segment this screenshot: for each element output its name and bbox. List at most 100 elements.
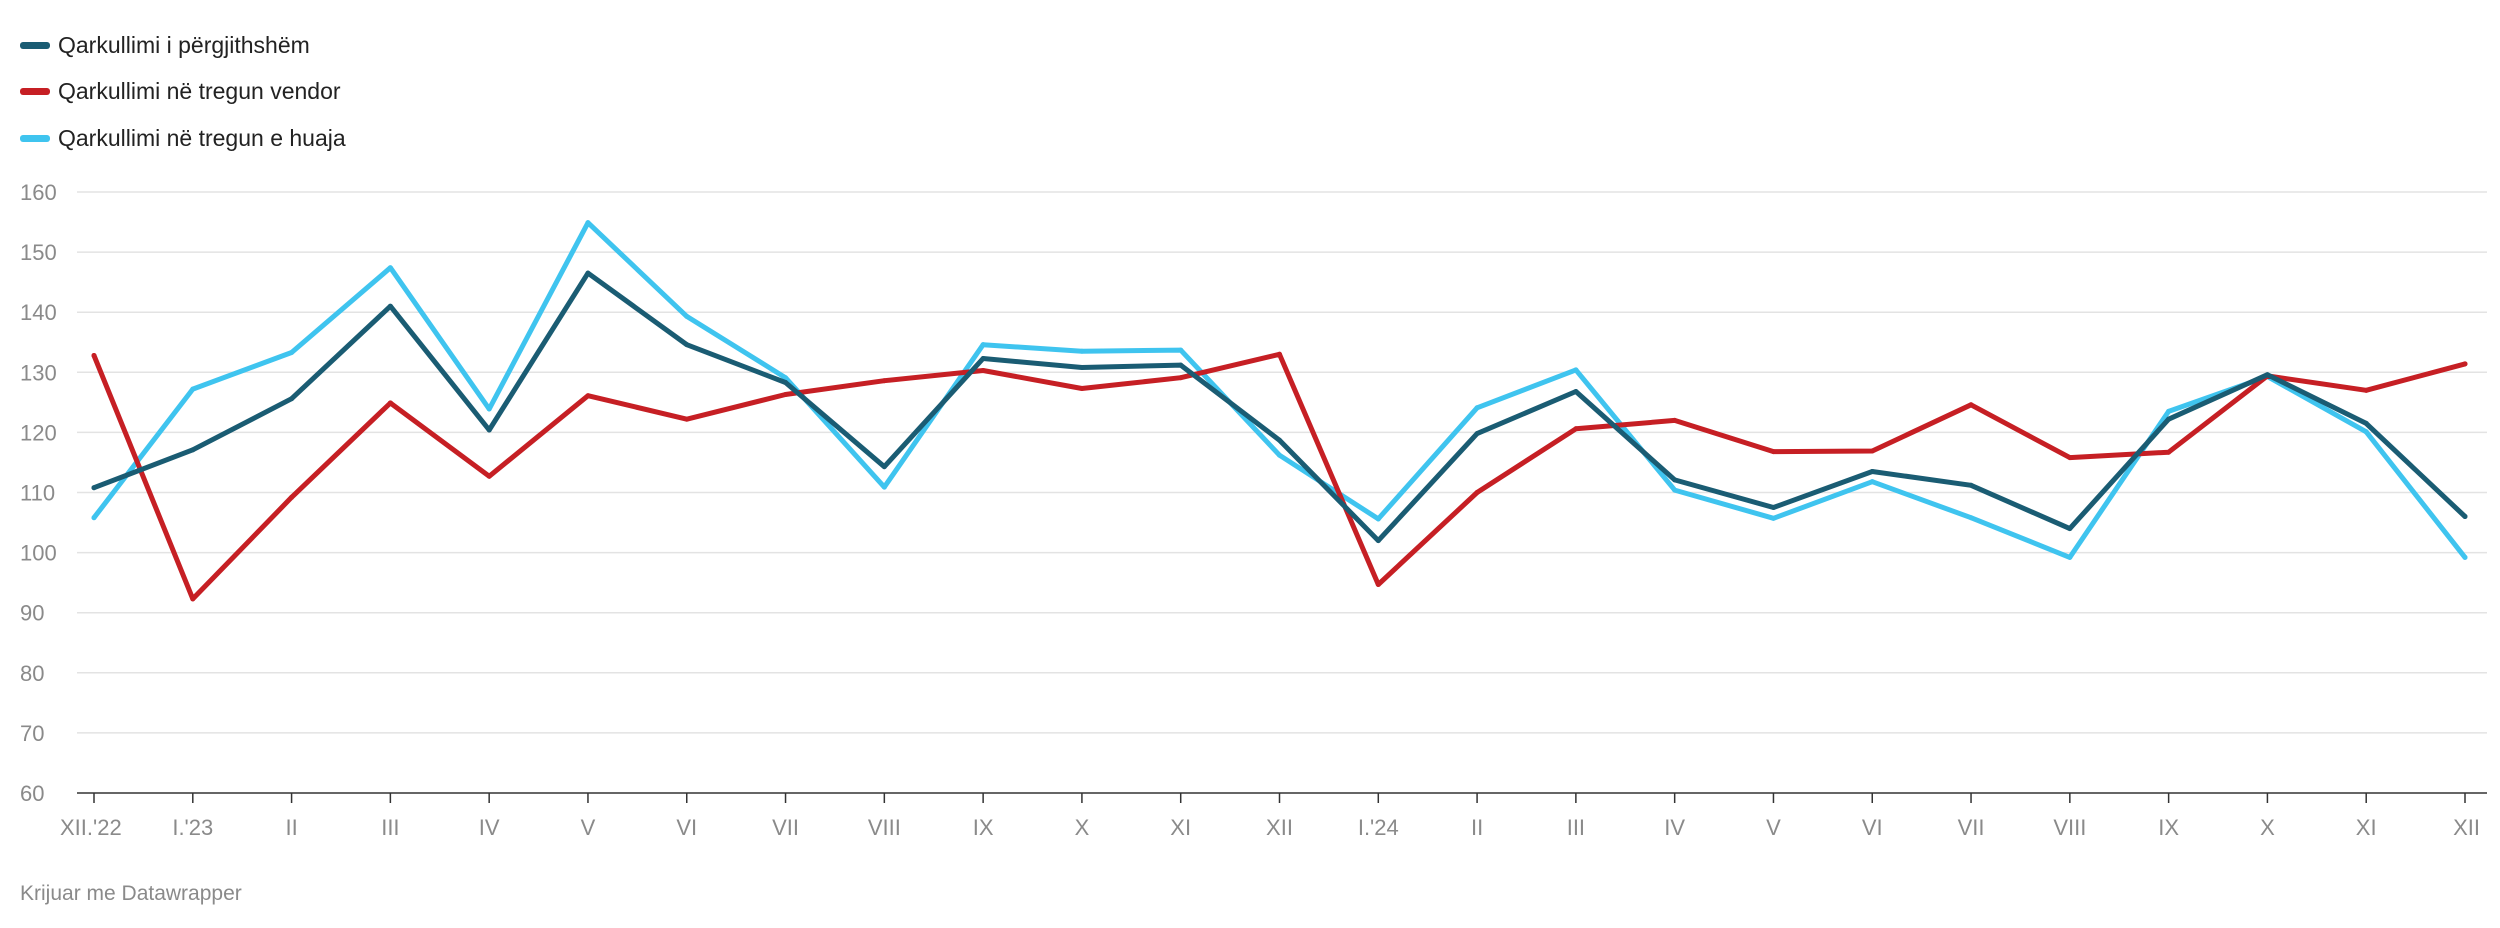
data-point xyxy=(1277,351,1282,357)
x-tick-label: VIII xyxy=(868,815,901,840)
legend-label-foreign: Qarkullimi në tregun e huaja xyxy=(58,124,346,151)
x-tick-label: III xyxy=(381,815,399,840)
data-point xyxy=(289,396,295,402)
data-point xyxy=(2067,455,2073,461)
data-point xyxy=(1869,448,1875,454)
data-point xyxy=(1277,452,1282,458)
footer-credit: Krijuar me Datawrapper xyxy=(20,882,242,905)
legend-item-total: Qarkullimi i përgjithshëm xyxy=(20,22,346,69)
data-point xyxy=(1672,487,1678,493)
data-point xyxy=(387,400,393,406)
data-point xyxy=(881,484,887,490)
x-tick-label: XI xyxy=(2356,815,2377,840)
data-point xyxy=(2363,420,2369,426)
data-point xyxy=(1770,515,1776,521)
x-tick-label: V xyxy=(581,815,596,840)
y-tick-label: 140 xyxy=(20,300,57,325)
y-axis: 60 70 80 90 100 110 120 130 140 150 160 xyxy=(20,180,57,806)
data-point xyxy=(881,378,887,384)
x-tick-label: VI xyxy=(676,815,697,840)
x-tick-label: IX xyxy=(973,815,994,840)
data-point xyxy=(1869,468,1875,474)
legend: Qarkullimi i përgjithshëm Qarkullimi në … xyxy=(20,22,346,162)
legend-item-foreign: Qarkullimi në tregun e huaja xyxy=(20,115,346,162)
data-point xyxy=(1375,538,1381,544)
x-tick-label: IX xyxy=(2158,815,2179,840)
y-tick-label: 160 xyxy=(20,180,57,205)
data-point xyxy=(783,392,789,398)
data-point xyxy=(2363,429,2369,435)
data-point xyxy=(1770,505,1776,511)
data-point xyxy=(2166,408,2172,414)
legend-swatch-domestic xyxy=(20,88,50,96)
gridlines xyxy=(77,191,2487,794)
data-point xyxy=(486,473,492,479)
legend-swatch-total xyxy=(20,41,50,49)
data-point xyxy=(783,380,789,386)
x-tick-label: II xyxy=(1471,815,1483,840)
x-tick-label: II xyxy=(285,815,297,840)
data-point xyxy=(91,352,97,358)
series-line-1 xyxy=(91,351,2468,602)
x-tick-label: I.'23 xyxy=(172,815,213,840)
y-tick-label: 90 xyxy=(20,601,44,626)
data-point xyxy=(2462,514,2468,520)
data-point xyxy=(980,355,986,361)
data-point xyxy=(190,386,196,392)
legend-item-domestic: Qarkullimi në tregun vendor xyxy=(20,69,346,116)
data-point xyxy=(1672,417,1678,423)
data-point xyxy=(2462,554,2468,560)
data-point xyxy=(91,485,97,491)
x-tick-label: III xyxy=(1567,815,1585,840)
data-point xyxy=(585,220,591,226)
data-point xyxy=(2462,361,2468,367)
data-point xyxy=(1375,516,1381,522)
legend-label-domestic: Qarkullimi në tregun vendor xyxy=(58,78,341,105)
data-point xyxy=(91,515,97,521)
data-point xyxy=(1277,437,1282,443)
data-point xyxy=(289,349,295,355)
data-point xyxy=(387,303,393,309)
data-point xyxy=(1573,389,1579,395)
data-point xyxy=(1474,431,1480,437)
data-point xyxy=(2166,416,2172,422)
data-point xyxy=(1178,347,1184,353)
data-point xyxy=(684,342,690,348)
data-point xyxy=(2166,449,2172,455)
data-point xyxy=(1968,482,1974,488)
data-point xyxy=(190,447,196,453)
data-point xyxy=(486,406,492,412)
data-point xyxy=(881,464,887,470)
x-tick-label: VII xyxy=(772,815,799,840)
data-point xyxy=(1178,362,1184,368)
x-tick-label: VIII xyxy=(2053,815,2086,840)
data-point xyxy=(684,313,690,319)
data-point xyxy=(2363,387,2369,393)
data-point xyxy=(1573,367,1579,373)
y-tick-label: 110 xyxy=(20,481,55,506)
x-tick-label: XII.'22 xyxy=(60,815,122,840)
data-point xyxy=(486,427,492,433)
data-point xyxy=(2067,554,2073,560)
y-tick-label: 60 xyxy=(20,781,44,806)
data-point xyxy=(1178,375,1184,381)
data-point xyxy=(585,270,591,276)
data-point xyxy=(1968,515,1974,521)
data-point xyxy=(1869,479,1875,485)
y-tick-label: 130 xyxy=(20,360,57,385)
x-tick-label: I.'24 xyxy=(1358,815,1399,840)
x-tick-label: IV xyxy=(1664,815,1685,840)
data-point xyxy=(190,596,196,602)
data-point xyxy=(1770,449,1776,455)
data-point xyxy=(2264,372,2270,378)
data-point xyxy=(387,265,393,271)
data-point xyxy=(1474,405,1480,411)
data-point xyxy=(783,375,789,381)
data-point xyxy=(1375,581,1381,587)
y-tick-label: 100 xyxy=(20,541,57,566)
y-tick-label: 80 xyxy=(20,661,44,686)
x-tick-label: X xyxy=(1075,815,1090,840)
x-axis: XII.'22 I.'23 II III IV V VI VII VIII IX X XI XII I.'… xyxy=(60,793,2480,840)
series-lines xyxy=(91,220,2468,602)
y-tick-label: 70 xyxy=(20,721,44,746)
